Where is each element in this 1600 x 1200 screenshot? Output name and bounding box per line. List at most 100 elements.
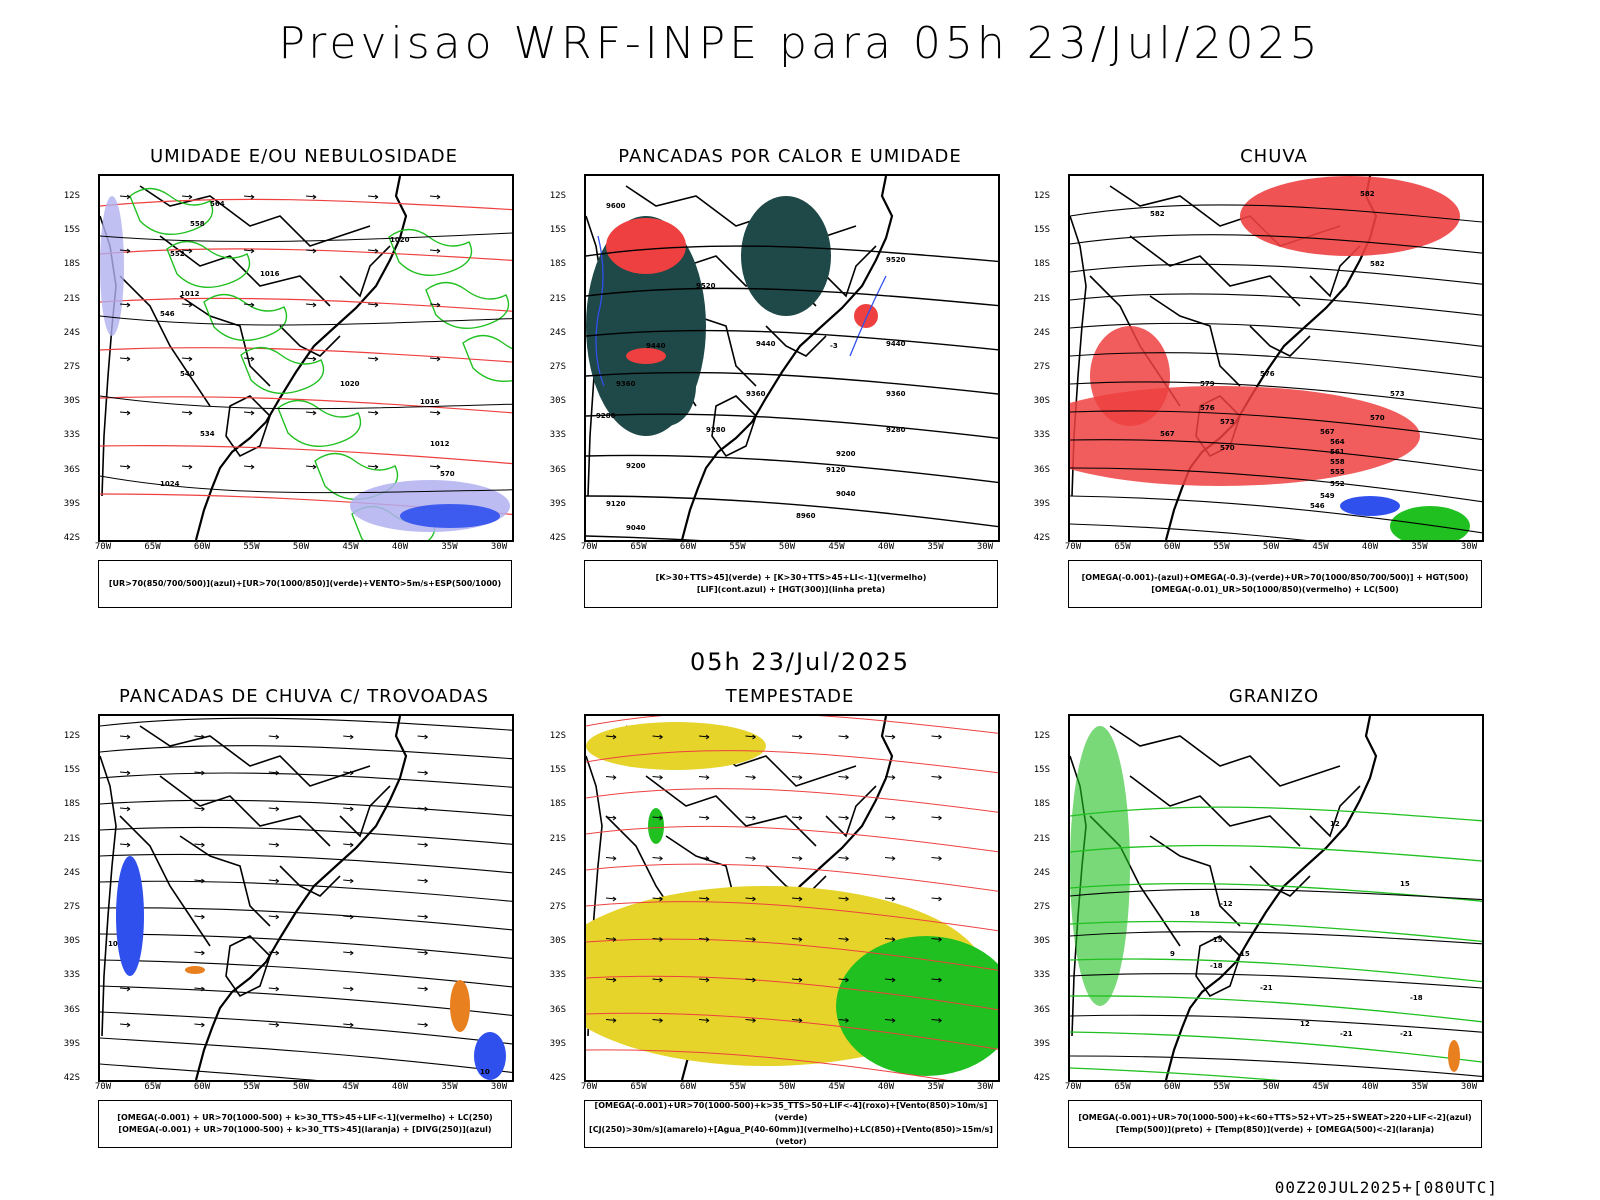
streamline-arrow [268, 914, 280, 920]
latitude-label: 39S [63, 498, 80, 509]
country-border [179, 835, 271, 927]
streamline-arrow [119, 1022, 131, 1028]
wind-vector [429, 302, 441, 308]
longitude-label: 30W [1460, 1082, 1478, 1092]
longitude-label: 45W [1312, 1082, 1329, 1092]
contour-label: 12 [1330, 820, 1340, 828]
jet-core-area [586, 722, 766, 770]
humidity-low-level-contour [240, 346, 325, 394]
wind-vector [367, 356, 379, 362]
longitude-label: 45W [828, 542, 845, 552]
contour-label: 570 [1220, 444, 1235, 452]
wind-vector-850 [884, 856, 896, 861]
streamline-arrow [268, 842, 280, 848]
latitude-label: 12S [549, 731, 566, 741]
wind-vector-850 [698, 815, 710, 821]
wind-vector-850 [884, 937, 896, 942]
wind-vector-850 [931, 856, 942, 861]
country-border [1149, 295, 1241, 387]
streamline-arrow [343, 770, 354, 776]
longitude-label: 65W [1114, 542, 1131, 552]
legend-line: [OMEGA(-0.001)+UR>70(1000-500)+k<60+TTS>… [1078, 1113, 1472, 1122]
streamline-arrow [343, 914, 354, 920]
wind-vector-850 [838, 775, 849, 780]
country-border [139, 185, 371, 247]
contour-label: 573 [1390, 390, 1405, 398]
wind-vector-850 [652, 734, 663, 740]
country-border [139, 725, 371, 787]
contour-label: 546 [1310, 502, 1325, 510]
latitude-label: 27S [549, 902, 566, 912]
wind-vector [181, 356, 193, 362]
legend-box: [OMEGA(-0.001)+UR>70(1000-500)+k<60+TTS>… [1068, 1100, 1482, 1148]
contour-label: 9520 [696, 282, 716, 290]
contour-label: 573 [1220, 418, 1235, 426]
contour-label: 579 [1200, 380, 1215, 388]
wind-vector-850 [605, 977, 617, 983]
wind-vector [119, 410, 131, 416]
geopotential-height-contour [586, 245, 998, 263]
latitude-label: 42S [1033, 533, 1050, 543]
legend-box: [OMEGA(-0.001) + UR>70(1000-500) + k>30_… [98, 1100, 512, 1148]
wind-vector-850 [931, 815, 942, 821]
lc850-streamline [586, 938, 998, 971]
streamline-arrow [268, 770, 280, 776]
streamline [100, 853, 512, 874]
longitude-label: 70W [580, 542, 598, 552]
map-svg: 1020 1016 1012 1024 1020 1016 1012 570 564 558 552… [100, 176, 512, 540]
streamline [100, 1063, 318, 1080]
wind-vector [429, 410, 441, 416]
streamline-arrow [417, 878, 428, 884]
contour-label: 552 [170, 250, 185, 258]
streamline-arrow [194, 986, 205, 992]
latitude-label: 39S [63, 1038, 80, 1049]
country-border [1149, 835, 1241, 927]
panel-tempestade: TEMPESTADE 12S 15S 18S 21S 24S 27S 30S 33S 36S 39S… [550, 686, 1000, 1166]
contour-label: 1012 [430, 440, 450, 448]
legend-line: [OMEGA(-0.001) + UR>70(1000-500) + k>30_… [117, 1113, 493, 1122]
wind-vector [305, 410, 317, 416]
wind-vector-850 [838, 896, 849, 902]
contour-label: -3 [830, 342, 838, 350]
wind-vector-850 [884, 775, 896, 780]
wind-vector [243, 194, 255, 200]
streamline-arrow [417, 734, 428, 740]
wind-vector-850 [791, 815, 803, 821]
divergence-area [474, 1032, 506, 1080]
contour-label: 10 [480, 1068, 490, 1076]
wind-vector-850 [698, 937, 710, 942]
panel-title: CHUVA [1240, 146, 1308, 167]
latitude-label: 39S [549, 1038, 566, 1049]
longitude-label: 70W [94, 542, 112, 552]
contour-label: 534 [200, 430, 215, 438]
lc850-streamline [586, 975, 998, 1011]
wind-vector-850 [652, 937, 663, 942]
rain-area [1090, 326, 1170, 426]
longitude-label: 50W [292, 1082, 310, 1092]
geopotential-height-contour [586, 371, 998, 395]
contour-label: 552 [1330, 480, 1345, 488]
temp500-contour [1070, 931, 1482, 945]
contour-label: 9440 [756, 340, 776, 348]
wind-vector-850 [698, 734, 710, 740]
legend-box: [OMEGA(-0.001)-(azul)+OMEGA(-0.3)-(verde… [1068, 560, 1482, 608]
streamline-arrow [194, 770, 205, 776]
wind-vector [119, 356, 131, 362]
lc850-streamline [586, 901, 998, 932]
country-border [1129, 235, 1301, 307]
latitude-label: 24S [549, 327, 566, 338]
temp500-contour [1070, 973, 1482, 989]
wind-vector-850 [652, 775, 663, 780]
latitude-label: 21S [549, 293, 566, 304]
convective-area [741, 196, 831, 316]
latitude-label: 42S [63, 1073, 80, 1083]
wind-vector-850 [652, 977, 663, 983]
lc850-streamline [586, 863, 998, 892]
panel-granizo: GRANIZO -12 -15 -18 -21 -21 -18 -21 15 12 9 12 15 18 1… [1034, 686, 1484, 1166]
contour-label: 582 [1360, 190, 1375, 198]
streamline-arrow [268, 806, 280, 812]
streamline-arrow [194, 950, 205, 956]
country-border [1129, 775, 1301, 847]
longitude-label: 40W [391, 1082, 409, 1092]
longitude-label: 65W [630, 542, 647, 552]
